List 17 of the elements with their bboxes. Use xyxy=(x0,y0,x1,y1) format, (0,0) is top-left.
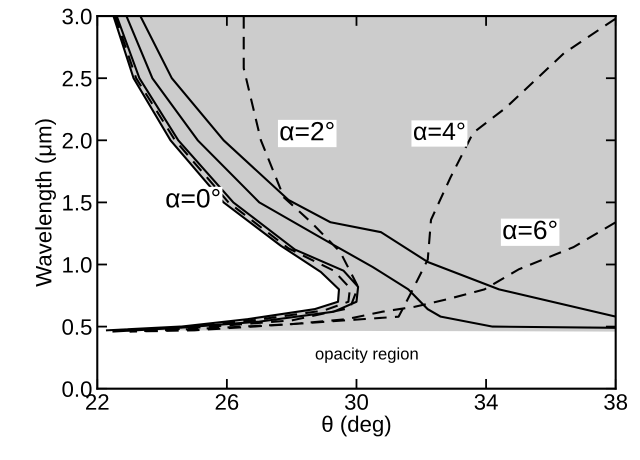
annotation: opacity region xyxy=(316,347,418,363)
x-axis-title: θ (deg) xyxy=(322,416,390,436)
y-tick-label: 1.5 xyxy=(63,195,92,211)
annotation: α=4° xyxy=(414,122,464,140)
y-tick-label: 3.0 xyxy=(62,8,92,24)
y-axis-title: Wavelength (μm) xyxy=(35,119,56,287)
y-tick-label: 2.5 xyxy=(62,70,92,86)
x-tick-label: 30 xyxy=(344,394,368,410)
y-tick-label: 1.0 xyxy=(63,257,92,273)
x-tick-label: 38 xyxy=(604,394,628,410)
x-tick-label: 34 xyxy=(474,394,498,410)
annotation: α=0° xyxy=(166,188,220,208)
y-tick-label: 0.5 xyxy=(62,319,92,335)
x-tick-label: 26 xyxy=(216,394,238,410)
annotation: α=6° xyxy=(503,220,557,240)
y-tick-label: 2.0 xyxy=(62,132,92,149)
annotation: α=2° xyxy=(280,122,334,141)
